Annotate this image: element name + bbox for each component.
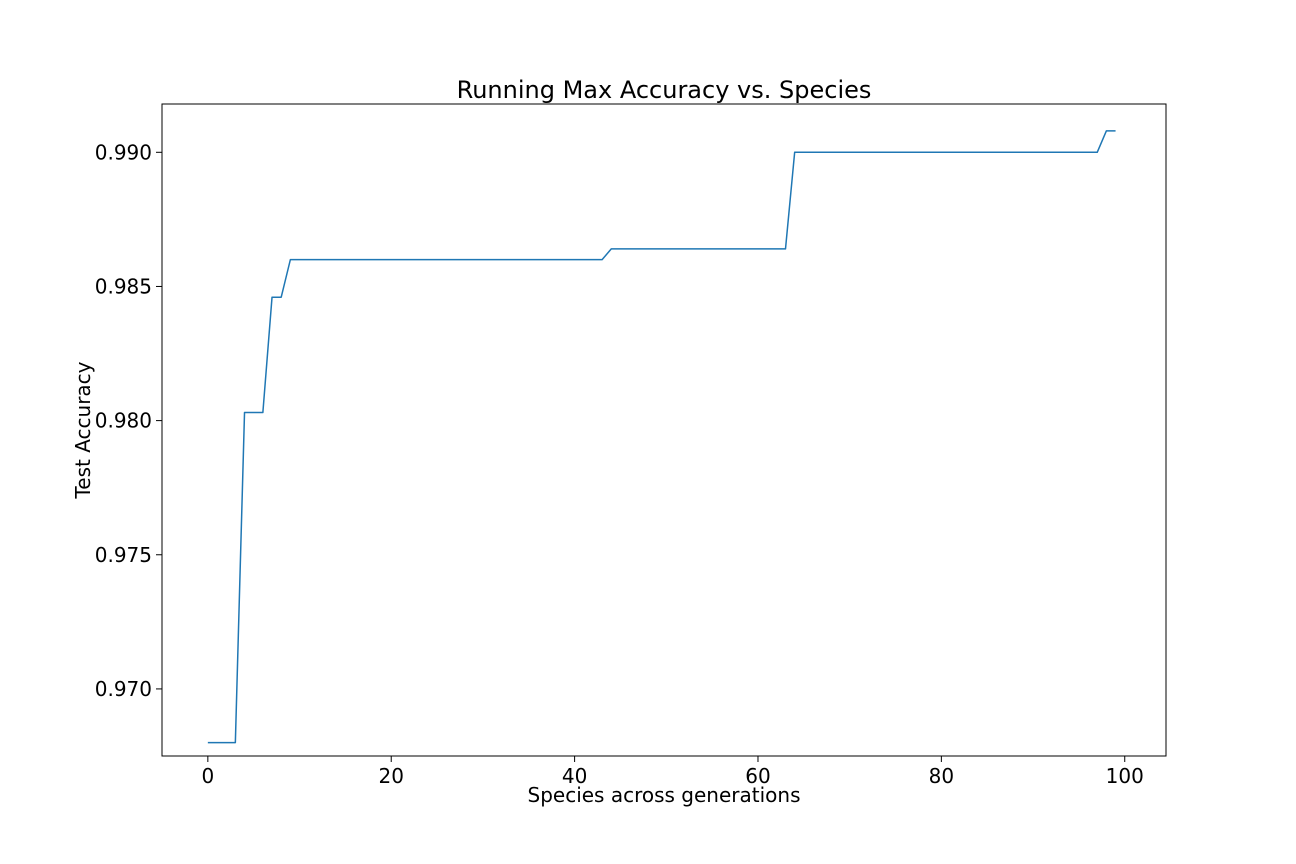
chart-title: Running Max Accuracy vs. Species (457, 76, 872, 104)
y-axis-label: Test Accuracy (71, 361, 95, 499)
plot-area (161, 103, 1167, 757)
series-line-0 (207, 130, 1116, 744)
x-axis-label: Species across generations (528, 783, 801, 807)
x-tick-label: 80 (929, 764, 954, 788)
y-tick-label: 0.970 (95, 677, 152, 701)
x-tick-label: 60 (745, 764, 770, 788)
x-tick-label: 40 (562, 764, 587, 788)
y-tick-label: 0.990 (95, 140, 152, 164)
y-tick-label: 0.975 (95, 543, 152, 567)
plot-frame (161, 103, 1167, 757)
x-tick-label: 0 (201, 764, 214, 788)
y-axis: 0.970 0.975 0.980 0.985 0.990 (95, 140, 162, 701)
y-tick-label: 0.980 (95, 409, 152, 433)
x-tick-label: 20 (378, 764, 403, 788)
x-tick-label: 100 (1106, 764, 1144, 788)
x-axis: 0 20 40 60 80 100 (201, 756, 1144, 788)
y-tick-label: 0.985 (95, 274, 152, 298)
